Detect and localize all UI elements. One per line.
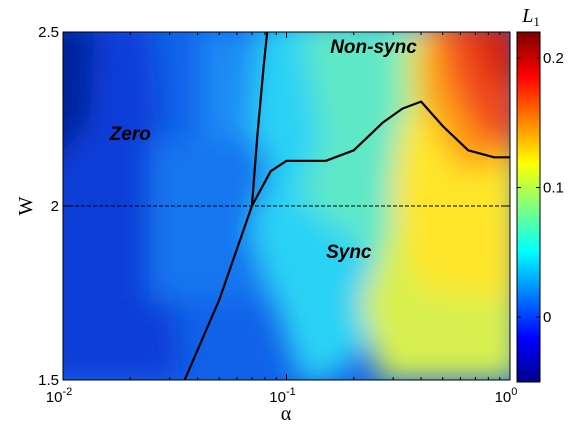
y-tick-label: 2.5 bbox=[38, 24, 59, 41]
zero-boundary bbox=[183, 32, 269, 380]
colorbar-ticks: 0 0.1 0.2 bbox=[517, 50, 564, 326]
y-ticks: 1.5 2 2.5 bbox=[38, 24, 510, 389]
colorbar-tick-label: 0 bbox=[543, 309, 551, 326]
x-ticks: 10-2 10-1 100 bbox=[46, 32, 518, 406]
boundary-curves bbox=[183, 32, 510, 380]
y-tick-label: 2 bbox=[51, 198, 59, 215]
region-labels: Zero Non-sync Sync bbox=[109, 37, 418, 263]
x-tick-label: 10-2 bbox=[46, 386, 72, 406]
colorbar-label: L1 bbox=[521, 5, 540, 29]
y-axis-label: W bbox=[15, 196, 37, 215]
x-axis-label: α bbox=[281, 403, 292, 425]
colorbar-gradient bbox=[516, 31, 541, 383]
x-tick-label: 10-1 bbox=[269, 386, 295, 406]
region-label-zero: Zero bbox=[109, 124, 151, 145]
colorbar-label-subscript: 1 bbox=[533, 14, 540, 29]
x-tick-label: 100 bbox=[495, 386, 518, 406]
region-label-sync: Sync bbox=[326, 242, 372, 263]
colorbar-tick-label: 0.2 bbox=[543, 50, 564, 67]
colorbar: 0 0.1 0.2 L1 bbox=[516, 5, 564, 383]
sync-boundary bbox=[250, 100, 510, 207]
heatmap bbox=[63, 32, 510, 380]
y-tick-label: 1.5 bbox=[38, 372, 59, 389]
colorbar-tick-label: 0.1 bbox=[543, 180, 564, 197]
region-label-non-sync: Non-sync bbox=[330, 37, 417, 58]
